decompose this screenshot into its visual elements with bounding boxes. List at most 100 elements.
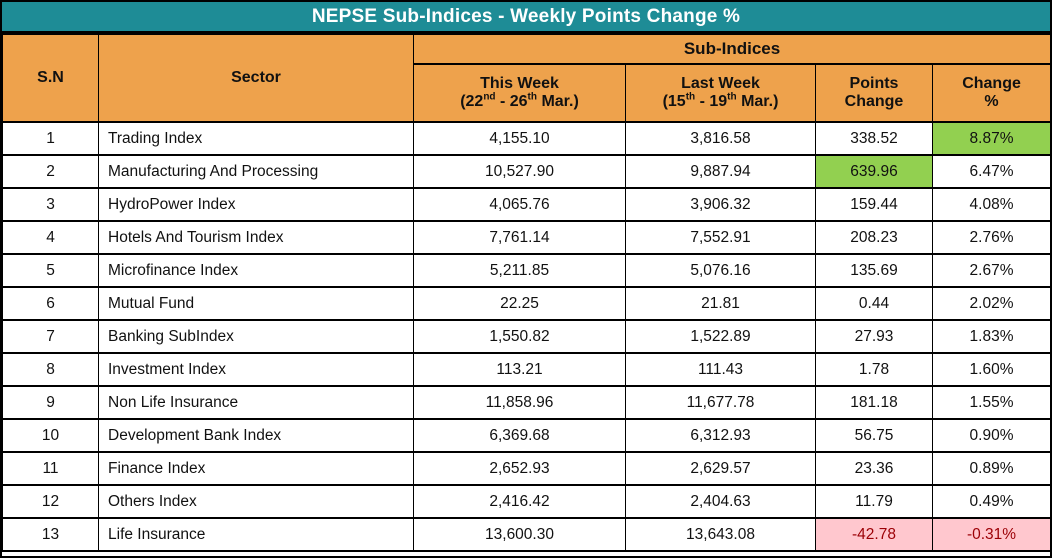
change-pct-cell: 1.83% — [931, 319, 1052, 354]
points-change-cell: 56.75 — [815, 418, 933, 453]
change-pct-cell: 1.55% — [931, 385, 1052, 420]
sector-cell: Trading Index — [98, 121, 414, 156]
header-row-group: S.N Sector Sub-Indices — [2, 33, 1052, 123]
sector-cell: Life Insurance — [98, 517, 414, 552]
col-header-this-week: This Week (22nd - 26th Mar.) — [413, 63, 626, 123]
this-week-cell: 7,761.14 — [413, 220, 626, 255]
sn-cell: 7 — [2, 319, 99, 354]
points-change-cell: 1.78 — [815, 352, 933, 387]
col-header-last-week: Last Week (15th - 19th Mar.) — [625, 63, 816, 123]
change-pct-cell: 8.87% — [931, 121, 1052, 156]
sn-cell: 3 — [2, 187, 99, 222]
col-header-sector: Sector — [98, 33, 414, 123]
last-week-cell: 2,629.57 — [625, 451, 816, 486]
this-week-cell: 13,600.30 — [413, 517, 626, 552]
change-pct-cell: -0.31% — [931, 517, 1052, 552]
sn-cell: 4 — [2, 220, 99, 255]
table-row: 8 Investment Index 113.21 111.43 1.78 1.… — [2, 352, 1052, 387]
this-week-cell: 2,416.42 — [413, 484, 626, 519]
this-week-cell: 22.25 — [413, 286, 626, 321]
this-week-cell: 11,858.96 — [413, 385, 626, 420]
table-row: 6 Mutual Fund 22.25 21.81 0.44 2.02% — [2, 286, 1052, 321]
change-pct-cell: 0.89% — [931, 451, 1052, 486]
this-week-cell: 4,155.10 — [413, 121, 626, 156]
points-change-cell: 23.36 — [815, 451, 933, 486]
sn-cell: 2 — [2, 154, 99, 189]
sn-cell: 6 — [2, 286, 99, 321]
change-pct-cell: 2.02% — [931, 286, 1052, 321]
col-header-sn: S.N — [2, 33, 99, 123]
sn-cell: 5 — [2, 253, 99, 288]
table-row: 11 Finance Index 2,652.93 2,629.57 23.36… — [2, 451, 1052, 486]
sector-cell: HydroPower Index — [98, 187, 414, 222]
sector-cell: Finance Index — [98, 451, 414, 486]
last-week-cell: 111.43 — [625, 352, 816, 387]
points-change-cell: 135.69 — [815, 253, 933, 288]
sn-cell: 9 — [2, 385, 99, 420]
table-row: 1 Trading Index 4,155.10 3,816.58 338.52… — [2, 121, 1052, 156]
sub-indices-table: S.N Sector Sub-Indices This Week (22nd -… — [2, 33, 1052, 552]
sector-cell: Investment Index — [98, 352, 414, 387]
sector-cell: Microfinance Index — [98, 253, 414, 288]
this-week-label: This Week — [480, 75, 559, 92]
points-change-cell: 159.44 — [815, 187, 933, 222]
last-week-cell: 9,887.94 — [625, 154, 816, 189]
change-pct-cell: 6.47% — [931, 154, 1052, 189]
last-week-cell: 3,906.32 — [625, 187, 816, 222]
last-week-cell: 11,677.78 — [625, 385, 816, 420]
points-change-cell: 0.44 — [815, 286, 933, 321]
table-row: 2 Manufacturing And Processing 10,527.90… — [2, 154, 1052, 189]
change-pct-cell: 0.90% — [931, 418, 1052, 453]
header-row-columns: This Week (22nd - 26th Mar.) Last Week (… — [3, 63, 1052, 123]
sector-cell: Hotels And Tourism Index — [98, 220, 414, 255]
change-pct-cell: 0.49% — [931, 484, 1052, 519]
this-week-cell: 10,527.90 — [413, 154, 626, 189]
this-week-cell: 113.21 — [413, 352, 626, 387]
table-row: 9 Non Life Insurance 11,858.96 11,677.78… — [2, 385, 1052, 420]
sn-cell: 13 — [2, 517, 99, 552]
sector-cell: Development Bank Index — [98, 418, 414, 453]
points-change-cell: 181.18 — [815, 385, 933, 420]
page-title: NEPSE Sub-Indices - Weekly Points Change… — [2, 2, 1050, 33]
this-week-cell: 2,652.93 — [413, 451, 626, 486]
points-change-cell: 639.96 — [815, 154, 933, 189]
points-change-cell: 27.93 — [815, 319, 933, 354]
this-week-cell: 4,065.76 — [413, 187, 626, 222]
sector-cell: Mutual Fund — [98, 286, 414, 321]
col-header-points-change: Points Change — [815, 63, 933, 123]
points-change-cell: 11.79 — [815, 484, 933, 519]
last-week-cell: 1,522.89 — [625, 319, 816, 354]
last-week-cell: 3,816.58 — [625, 121, 816, 156]
sn-cell: 12 — [2, 484, 99, 519]
last-week-cell: 6,312.93 — [625, 418, 816, 453]
last-week-label: Last Week — [681, 75, 760, 92]
change-pct-cell: 1.60% — [931, 352, 1052, 387]
this-week-cell: 1,550.82 — [413, 319, 626, 354]
points-change-cell: 338.52 — [815, 121, 933, 156]
last-week-cell: 7,552.91 — [625, 220, 816, 255]
last-week-cell: 2,404.63 — [625, 484, 816, 519]
sector-cell: Non Life Insurance — [98, 385, 414, 420]
last-week-period: (15th - 19th Mar.) — [662, 91, 779, 110]
sn-cell: 1 — [2, 121, 99, 156]
sector-cell: Banking SubIndex — [98, 319, 414, 354]
table-row: 5 Microfinance Index 5,211.85 5,076.16 1… — [2, 253, 1052, 288]
table-row: 7 Banking SubIndex 1,550.82 1,522.89 27.… — [2, 319, 1052, 354]
this-week-period: (22nd - 26th Mar.) — [460, 91, 579, 110]
sn-cell: 10 — [2, 418, 99, 453]
change-pct-cell: 4.08% — [931, 187, 1052, 222]
sn-cell: 11 — [2, 451, 99, 486]
table-row: 4 Hotels And Tourism Index 7,761.14 7,55… — [2, 220, 1052, 255]
last-week-cell: 13,643.08 — [625, 517, 816, 552]
sector-cell: Manufacturing And Processing — [98, 154, 414, 189]
this-week-cell: 5,211.85 — [413, 253, 626, 288]
points-change-cell: 208.23 — [815, 220, 933, 255]
sn-cell: 8 — [2, 352, 99, 387]
sector-cell: Others Index — [98, 484, 414, 519]
points-change-cell: -42.78 — [815, 517, 933, 552]
col-header-sub-indices: Sub-Indices — [412, 33, 1052, 65]
last-week-cell: 5,076.16 — [625, 253, 816, 288]
col-header-change-pct: Change % — [931, 63, 1052, 123]
this-week-cell: 6,369.68 — [413, 418, 626, 453]
